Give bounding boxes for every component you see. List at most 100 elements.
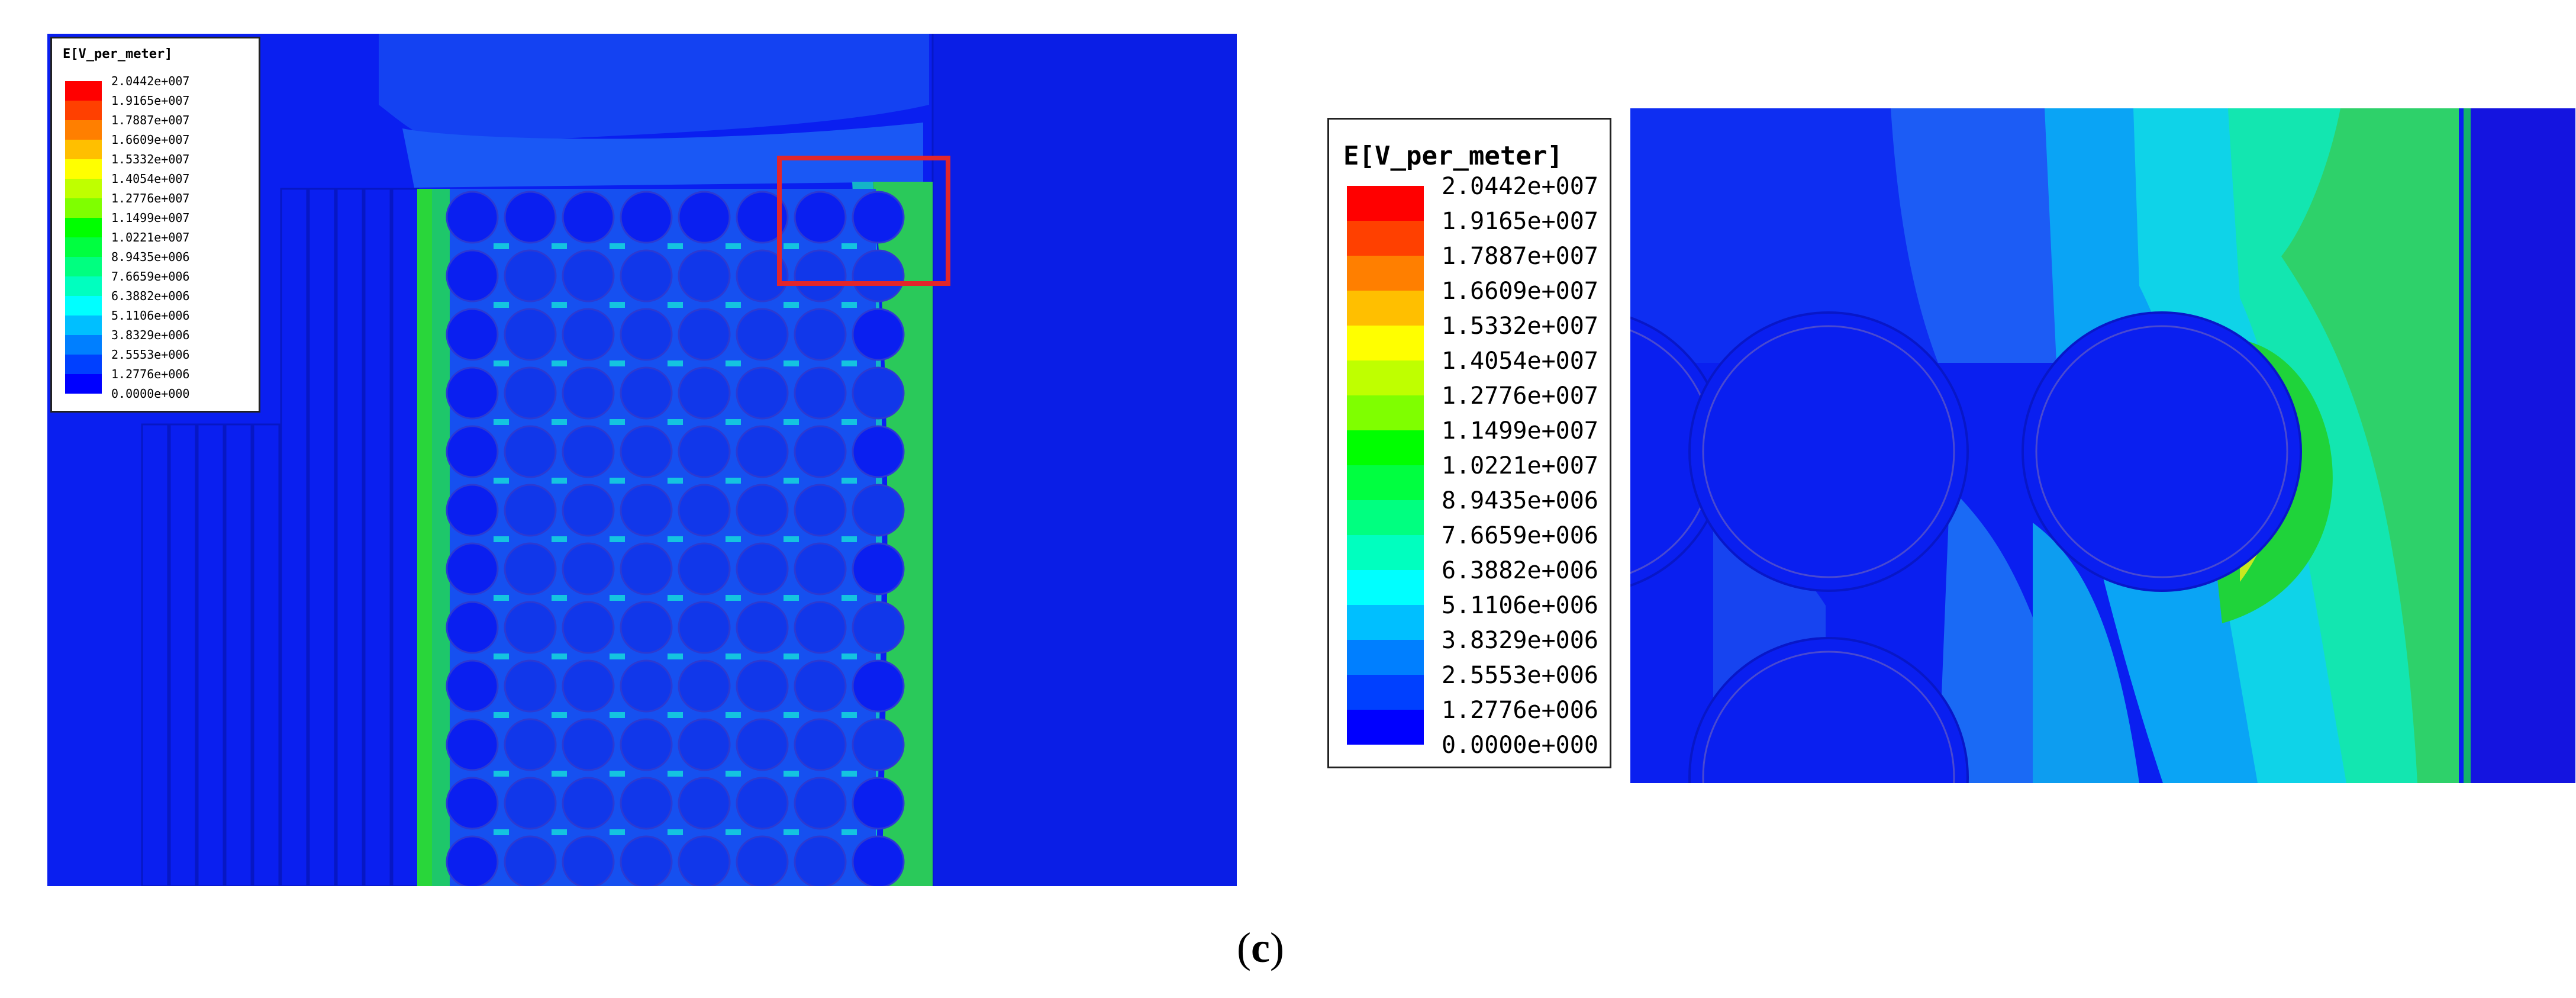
conductor [562,601,615,654]
conductor [852,249,905,302]
conductor [852,601,905,654]
conductor [736,366,789,420]
interstitial-hotspot [842,478,857,484]
interstitial-hotspot [668,360,683,366]
conductor [562,484,615,537]
conductor [852,425,905,478]
conductor [446,366,499,420]
interstitial-hotspot [784,302,799,308]
interstitial-hotspot [610,595,625,601]
legend-zoomed-value-13: 3.8329e+006 [1442,627,1598,654]
interstitial-hotspot [842,653,857,659]
legend-zoomed-swatch-6 [1347,395,1424,430]
conductor [852,659,905,713]
legend-overview-swatch-14 [65,355,102,374]
interstitial-hotspot [610,771,625,777]
legend-zoomed-value-9: 8.9435e+006 [1442,487,1598,514]
conductor-array-background [450,189,876,886]
conductor-center [1688,311,1969,592]
interstitial-hotspot [668,478,683,484]
conductor [794,249,847,302]
legend-overview-swatch-8 [65,237,102,257]
conductor [620,835,673,886]
legend-zoomed-swatch-1 [1347,221,1424,256]
conductor [794,718,847,771]
field-plot-zoomed-svg [1630,108,2575,783]
conductor [504,542,557,595]
conductor [446,425,499,478]
interstitial-hotspot [552,595,567,601]
interstitial-hotspot [552,771,567,777]
interstitial-hotspot [726,419,741,425]
conductor [620,425,673,478]
zoom-highlight-box [777,156,950,286]
interstitial-hotspot [842,595,857,601]
conductor [736,425,789,478]
conductor [736,718,789,771]
interstitial-hotspot [784,653,799,659]
interstitial-hotspot [610,653,625,659]
legend-zoomed-swatch-11 [1347,570,1424,605]
legend-zoomed-value-11: 6.3882e+006 [1442,557,1598,584]
interstitial-hotspot [610,712,625,718]
legend-zoomed-value-8: 1.0221e+007 [1442,452,1598,479]
interstitial-hotspot [784,360,799,366]
conductor [446,601,499,654]
interstitial-hotspot [610,829,625,835]
interstitial-hotspot [726,243,741,249]
field-zone-upper-inner [402,123,923,188]
contour-lower-mid [1938,487,2033,783]
legend-overview-value-12: 5.1106e+006 [111,308,190,323]
interstitial-hotspot [494,771,509,777]
interstitial-hotspot [610,243,625,249]
legend-zoomed-swatch-14 [1347,675,1424,710]
interstitial-hotspot [668,712,683,718]
legend-overview-value-5: 1.4054e+007 [111,172,190,186]
legend-overview-value-4: 1.5332e+007 [111,152,190,166]
conductor [620,542,673,595]
legend-overview-value-10: 7.6659e+006 [111,269,190,284]
interstitial-hotspot [842,302,857,308]
interstitial-hotspot [842,771,857,777]
legend-overview-value-0: 2.0442e+007 [111,74,190,88]
interstitial-hotspot [842,712,857,718]
contour-lower-right [2033,523,2139,783]
conductor [562,659,615,713]
conductor [446,542,499,595]
conductor [678,249,731,302]
conductor-right-ring [2035,325,2288,578]
interstitial-hotspot [784,712,799,718]
field-region-right [933,34,1237,886]
conductor [446,191,499,244]
conductor [504,601,557,654]
conductor [620,659,673,713]
conductor [678,718,731,771]
conductor [678,601,731,654]
conductor [736,835,789,886]
conductor [736,249,789,302]
conductor [504,249,557,302]
conductor [504,425,557,478]
conductor [678,366,731,420]
interstitial-hotspot [784,478,799,484]
legend-overview-swatch-4 [65,159,102,179]
legend-zoomed-value-4: 1.5332e+007 [1442,313,1598,340]
conductor [794,425,847,478]
legend-zoomed-value-0: 2.0442e+007 [1442,173,1598,200]
legend-zoomed-value-2: 1.7887e+007 [1442,243,1598,270]
legend-overview-value-13: 3.8329e+006 [111,328,190,342]
stripe-group-left [141,188,420,886]
conductor [678,659,731,713]
legend-overview-swatch-0 [65,81,102,101]
conductor [562,308,615,361]
interstitial-hotspot [494,595,509,601]
legend-overview-swatch-12 [65,316,102,335]
legend-overview-swatch-7 [65,218,102,237]
interstitial-hotspot [552,360,567,366]
conductor [620,308,673,361]
conductor [736,659,789,713]
legend-overview-swatch-6 [65,198,102,218]
conductor [562,835,615,886]
conductor [562,718,615,771]
legend-overview-swatch-15 [65,374,102,394]
